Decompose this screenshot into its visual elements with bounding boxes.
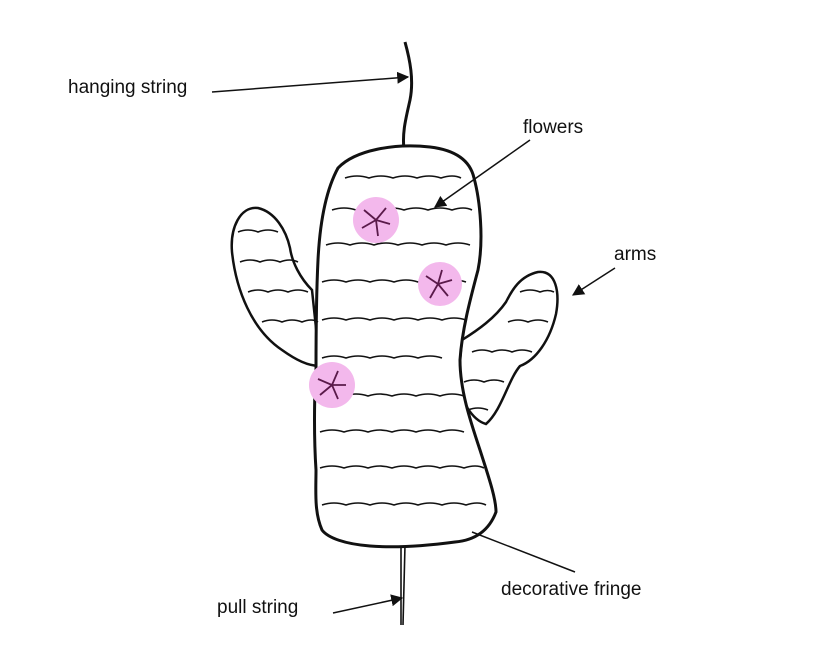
leader-decorative-fringe xyxy=(471,531,576,573)
label-pull-string: pull string xyxy=(217,597,299,618)
leader-pull-string xyxy=(332,594,404,614)
flower-2 xyxy=(418,262,462,306)
leader-hanging-string xyxy=(211,71,410,93)
leader-arms xyxy=(571,267,616,296)
label-flowers: flowers xyxy=(523,117,584,138)
flower-3 xyxy=(309,362,355,408)
flower-1 xyxy=(353,197,399,243)
left-arm xyxy=(230,206,322,368)
pull-string xyxy=(400,544,406,626)
label-hanging-string: hanging string xyxy=(68,77,188,98)
label-decorative-fringe: decorative fringe xyxy=(501,579,642,600)
hanging-string xyxy=(402,41,414,151)
label-arms: arms xyxy=(614,244,657,265)
leader-flowers xyxy=(434,139,531,208)
right-arm xyxy=(456,270,559,426)
